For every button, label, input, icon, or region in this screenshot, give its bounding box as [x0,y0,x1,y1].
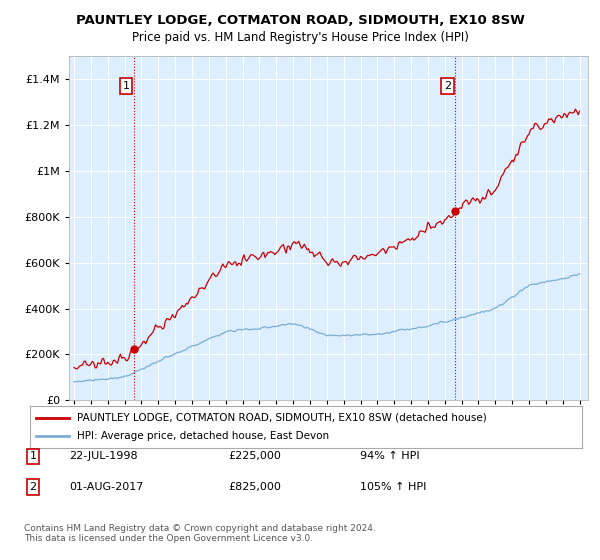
Text: PAUNTLEY LODGE, COTMATON ROAD, SIDMOUTH, EX10 8SW: PAUNTLEY LODGE, COTMATON ROAD, SIDMOUTH,… [76,14,524,27]
Text: PAUNTLEY LODGE, COTMATON ROAD, SIDMOUTH, EX10 8SW (detached house): PAUNTLEY LODGE, COTMATON ROAD, SIDMOUTH,… [77,413,487,423]
Text: £225,000: £225,000 [228,451,281,461]
Text: 1: 1 [29,451,37,461]
Text: 2: 2 [444,81,451,91]
Text: 2: 2 [29,482,37,492]
Text: 105% ↑ HPI: 105% ↑ HPI [360,482,427,492]
Text: 22-JUL-1998: 22-JUL-1998 [69,451,137,461]
Text: HPI: Average price, detached house, East Devon: HPI: Average price, detached house, East… [77,431,329,441]
Text: Contains HM Land Registry data © Crown copyright and database right 2024.
This d: Contains HM Land Registry data © Crown c… [24,524,376,543]
Text: 94% ↑ HPI: 94% ↑ HPI [360,451,419,461]
Text: Price paid vs. HM Land Registry's House Price Index (HPI): Price paid vs. HM Land Registry's House … [131,31,469,44]
Text: 01-AUG-2017: 01-AUG-2017 [69,482,143,492]
Text: 1: 1 [122,81,130,91]
Text: £825,000: £825,000 [228,482,281,492]
